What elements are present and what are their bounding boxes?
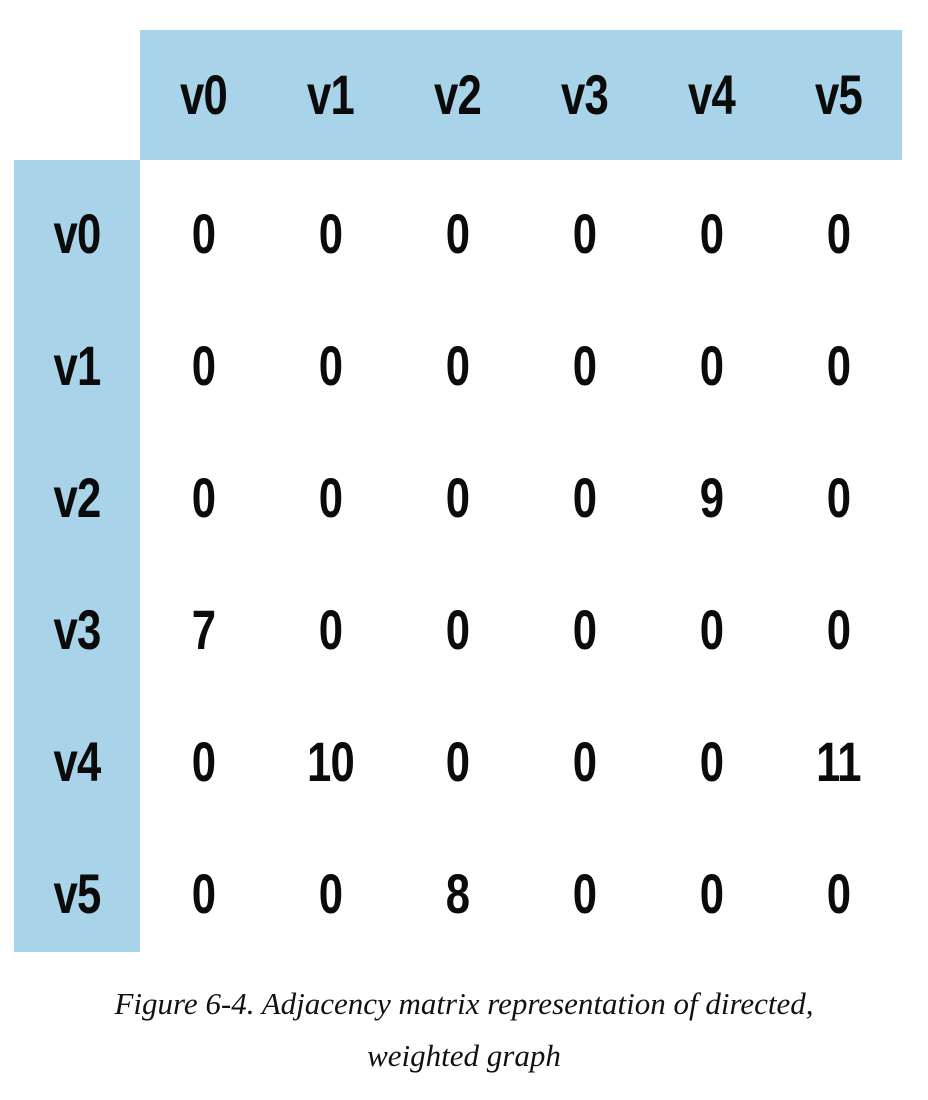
- matrix-cell-v0-v2: 0: [445, 202, 470, 265]
- matrix-cell-v1-v3: 0: [572, 334, 597, 397]
- figure-caption: Figure 6-4. Adjacency matrix representat…: [0, 978, 928, 1082]
- matrix-cell-v2-v1: 0: [318, 466, 343, 529]
- matrix-cell-v5-v4: 0: [699, 862, 724, 925]
- matrix-cell-v0-v5: 0: [826, 202, 851, 265]
- matrix-cell-v4-v5: 11: [816, 730, 861, 793]
- matrix-cell-v5-v1: 0: [318, 862, 343, 925]
- matrix-cell-v1-v5: 0: [826, 334, 851, 397]
- matrix-cell-v4-v1: 10: [306, 730, 355, 793]
- matrix-cell-v5-v2: 8: [445, 862, 470, 925]
- matrix-cell-v0-v4: 0: [699, 202, 724, 265]
- matrix-cell-v2-v5: 0: [826, 466, 851, 529]
- matrix-cell-v0-v3: 0: [572, 202, 597, 265]
- matrix-cell-v2-v4: 9: [699, 466, 724, 529]
- matrix-cell-v3-v4: 0: [699, 598, 724, 661]
- row-header-v2: v2: [53, 466, 101, 529]
- caption-line-2: weighted graph: [367, 1038, 561, 1073]
- matrix-cell-v4-v0: 0: [191, 730, 216, 793]
- column-header-v3: v3: [560, 63, 609, 126]
- matrix-cell-v1-v4: 0: [699, 334, 724, 397]
- matrix-cell-v3-v3: 0: [572, 598, 597, 661]
- matrix-cell-v5-v3: 0: [572, 862, 597, 925]
- matrix-cell-v4-v4: 0: [699, 730, 724, 793]
- row-header-v3: v3: [53, 598, 101, 661]
- matrix-cell-v3-v0: 7: [191, 598, 216, 661]
- column-header-band: [140, 30, 902, 160]
- matrix-cell-v3-v2: 0: [445, 598, 470, 661]
- column-header-v1: v1: [306, 63, 355, 126]
- matrix-cell-v1-v0: 0: [191, 334, 216, 397]
- matrix-cell-v4-v3: 0: [572, 730, 597, 793]
- matrix-cell-v2-v0: 0: [191, 466, 216, 529]
- matrix-cell-v1-v1: 0: [318, 334, 343, 397]
- row-header-v0: v0: [53, 202, 101, 265]
- column-header-v5: v5: [814, 63, 863, 126]
- matrix-cell-v5-v0: 0: [191, 862, 216, 925]
- column-header-v4: v4: [687, 63, 736, 126]
- caption-line-1: Figure 6-4. Adjacency matrix representat…: [114, 986, 814, 1021]
- row-header-v4: v4: [53, 730, 101, 793]
- column-header-v0: v0: [179, 63, 228, 126]
- row-header-v5: v5: [53, 862, 101, 925]
- matrix-cell-v0-v0: 0: [191, 202, 216, 265]
- matrix-cell-v2-v2: 0: [445, 466, 470, 529]
- matrix-cell-v3-v5: 0: [826, 598, 851, 661]
- column-header-v2: v2: [433, 63, 482, 126]
- matrix-cell-v2-v3: 0: [572, 466, 597, 529]
- matrix-cell-v4-v2: 0: [445, 730, 470, 793]
- row-header-band: [14, 160, 140, 952]
- matrix-cell-v1-v2: 0: [445, 334, 470, 397]
- row-header-v1: v1: [53, 334, 101, 397]
- matrix-cell-v3-v1: 0: [318, 598, 343, 661]
- matrix-cell-v0-v1: 0: [318, 202, 343, 265]
- matrix-cell-v5-v5: 0: [826, 862, 851, 925]
